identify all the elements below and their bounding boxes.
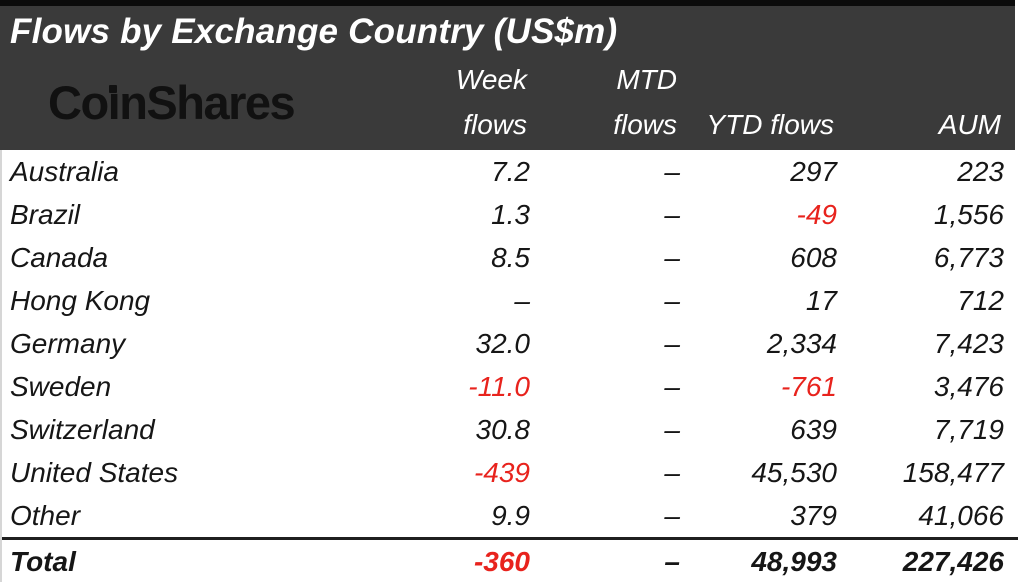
row-country-label: Hong Kong [10,284,151,316]
logo-i-glyph: ı [107,75,121,129]
cell-ytd-flows: 2,334 [766,327,837,359]
cell-week-flows: 32.0 [475,327,531,359]
row-country-label: Australia [10,155,119,187]
column-header-line: Week [455,64,527,95]
total-cell-week-flows: -360 [473,546,530,577]
table-row: Brazil 1.3 – -49 1,556 [2,193,1018,236]
cell-aum: 7,423 [933,327,1004,359]
cell-mtd-flows: – [664,198,680,230]
total-cell-ytd-flows: 48,993 [751,546,837,577]
logo-i-dot-icon [108,84,117,93]
row-country-label: Germany [10,327,126,359]
cell-aum: 712 [957,284,1004,316]
table-row: Canada 8.5 – 608 6,773 [2,236,1018,279]
cell-aum: 7,719 [933,413,1004,445]
cell-ytd-flows: -761 [780,370,837,402]
cell-aum: 6,773 [933,241,1004,273]
cell-week-flows: -11.0 [468,370,530,402]
cell-week-flows: 8.5 [491,241,530,273]
coinshares-logo: Coı nShares [48,79,377,126]
cell-week-flows: -439 [473,456,530,488]
table-row: Sweden -11.0 – -761 3,476 [2,365,1018,408]
table-row: Australia 7.2 – 297 223 [2,150,1018,193]
cell-ytd-flows: 297 [790,155,837,187]
cell-mtd-flows: – [664,155,680,187]
cell-week-flows: 7.2 [491,155,530,187]
page-title: Flows by Exchange Country (US$m) [10,12,618,51]
cell-week-flows: 1.3 [491,198,530,230]
cell-aum: 41,066 [918,499,1004,531]
table-body-area: Australia 7.2 – 297 223 Brazil 1.3 – -49… [0,150,1018,582]
cell-mtd-flows: – [664,327,680,359]
column-header-line: flows [613,109,677,140]
column-header-ytd-flows: YTD flows [677,102,834,148]
row-country-label: Sweden [10,370,112,402]
cell-mtd-flows: – [664,499,680,531]
column-header-week-flows: Week flows [377,57,527,148]
cell-ytd-flows: -49 [796,198,837,230]
column-header-line: MTD [616,64,677,95]
column-header-line: YTD flows [706,109,834,140]
cell-aum: 3,476 [933,370,1004,402]
total-row: Total -360 – 48,993 227,426 [2,537,1018,582]
table-row: Other 9.9 – 379 41,066 [2,494,1018,537]
cell-aum: 223 [957,155,1004,187]
cell-ytd-flows: 17 [805,284,837,316]
cell-mtd-flows: – [664,370,680,402]
row-country-label: Other [10,499,81,531]
column-header-line: flows [463,109,527,140]
cell-week-flows: 30.8 [475,413,531,445]
table-row: United States -439 – 45,530 158,477 [2,451,1018,494]
cell-mtd-flows: – [664,284,680,316]
cell-ytd-flows: 608 [790,241,837,273]
row-country-label: Canada [10,241,109,273]
total-cell-aum: 227,426 [902,546,1004,577]
logo-i-stem: ı [107,75,121,129]
cell-aum: 158,477 [902,456,1004,488]
cell-mtd-flows: – [664,241,680,273]
row-country-label: United States [10,456,179,488]
cell-ytd-flows: 45,530 [751,456,837,488]
cell-mtd-flows: – [664,413,680,445]
cell-aum: 1,556 [933,198,1004,230]
column-header-aum: AUM [834,102,1001,148]
table-row: Switzerland 30.8 – 639 7,719 [2,408,1018,451]
column-header-row: Coı nShares Week flows MTD flows YTD flow… [0,54,1015,148]
cell-week-flows: 9.9 [491,499,530,531]
table-header-band: Flows by Exchange Country (US$m) Coı nSha… [0,0,1015,150]
row-country-label: Brazil [10,198,81,230]
column-header-line: AUM [938,109,1001,140]
logo-text: nShares [119,75,295,129]
cell-ytd-flows: 379 [790,499,837,531]
table-row: Hong Kong – – 17 712 [2,279,1018,322]
column-header-mtd-flows: MTD flows [527,57,677,148]
cell-ytd-flows: 639 [790,413,837,445]
total-cell-mtd-flows: – [664,546,680,577]
total-label: Total [10,546,76,577]
table-row: Germany 32.0 – 2,334 7,423 [2,322,1018,365]
row-country-label: Switzerland [10,413,155,445]
cell-mtd-flows: – [664,456,680,488]
cell-week-flows: – [514,284,530,316]
logo-text: Co [48,75,109,129]
table-body: Australia 7.2 – 297 223 Brazil 1.3 – -49… [2,150,1018,537]
